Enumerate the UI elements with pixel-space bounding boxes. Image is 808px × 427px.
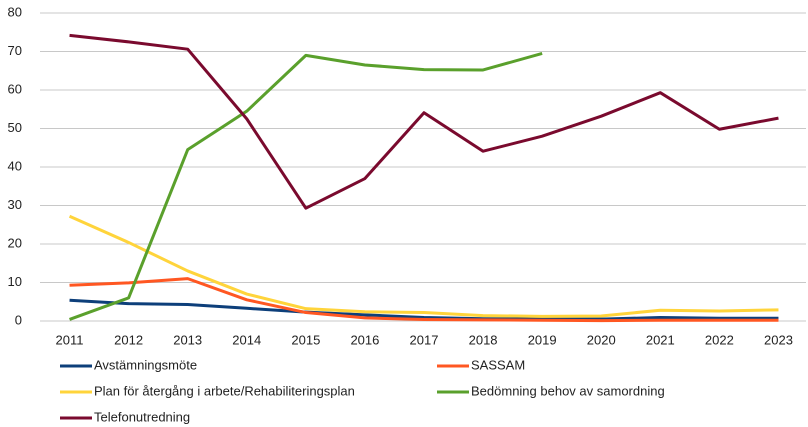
x-tick-label: 2020 xyxy=(587,332,616,347)
y-tick-label: 70 xyxy=(8,43,22,58)
x-tick-label: 2021 xyxy=(646,332,675,347)
legend-label: Avstämningsmöte xyxy=(94,357,197,372)
y-tick-label: 10 xyxy=(8,274,22,289)
y-tick-label: 40 xyxy=(8,158,22,173)
y-tick-label: 60 xyxy=(8,81,22,96)
y-tick-label: 30 xyxy=(8,197,22,212)
series-line xyxy=(69,33,779,210)
x-tick-label: 2019 xyxy=(528,332,557,347)
x-tick-label: 2022 xyxy=(705,332,734,347)
x-tick-label: 2023 xyxy=(764,332,793,347)
y-tick-label: 80 xyxy=(8,4,22,19)
x-tick-label: 2017 xyxy=(410,332,439,347)
legend-label: Telefonutredning xyxy=(94,409,190,424)
legend-label: Plan för återgång i arbete/Rehabiliterin… xyxy=(94,383,355,398)
series-line xyxy=(69,51,543,321)
x-tick-label: 2014 xyxy=(232,332,261,347)
legend-label: Bedömning behov av samordning xyxy=(471,383,665,398)
x-tick-label: 2013 xyxy=(173,332,202,347)
y-tick-label: 0 xyxy=(15,312,22,327)
x-tick-label: 2011 xyxy=(56,332,84,347)
x-tick-label: 2015 xyxy=(291,332,320,347)
y-tick-label: 20 xyxy=(8,235,22,250)
series-line xyxy=(69,277,779,323)
series-line xyxy=(69,298,779,321)
legend-label: SASSAM xyxy=(471,357,525,372)
y-tick-label: 50 xyxy=(8,120,22,135)
series-line xyxy=(68,214,779,318)
x-tick-label: 2012 xyxy=(114,332,143,347)
x-tick-label: 2018 xyxy=(469,332,498,347)
x-tick-label: 2016 xyxy=(350,332,379,347)
